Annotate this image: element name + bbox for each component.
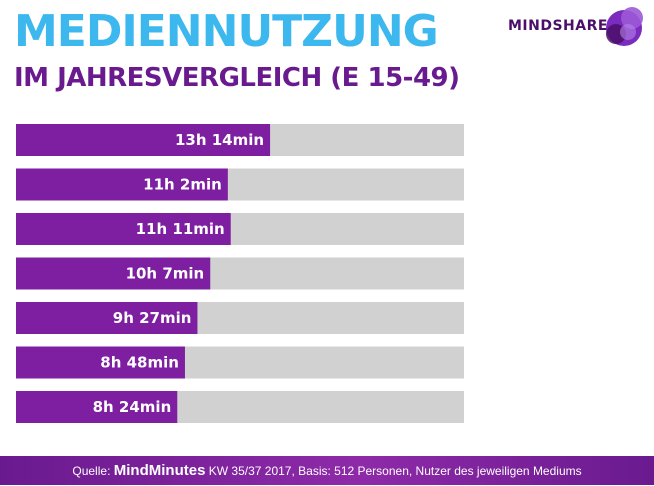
bar-data-label: 11h 11min	[136, 220, 225, 238]
bar	[16, 346, 185, 379]
bar-chart: 13h 14min 11h 2min 11h 11min 10h 7min 9h 27m…	[16, 124, 464, 423]
page-title: MEDIENNUTZUNG	[14, 6, 439, 57]
bar-data-label: 13h 14min	[175, 131, 264, 149]
bar	[16, 302, 198, 334]
bar-data-label: 8h 48min	[100, 354, 179, 372]
bar	[16, 257, 211, 290]
page-subtitle: IM JAHRESVERGLEICH (E 15-49)	[14, 63, 460, 93]
source-footer: Quelle: MindMinutes KW 35/37 2017, Basis…	[0, 456, 654, 485]
logo-mark-icon	[606, 7, 643, 46]
logo-text: MINDSHARE	[508, 18, 608, 34]
bar-data-label: 8h 24min	[93, 398, 172, 416]
bar	[16, 213, 231, 245]
bar-data-label: 11h 2min	[143, 176, 222, 194]
bar-data-label: 10h 7min	[126, 265, 205, 283]
source-brand: MindMinutes	[113, 462, 206, 479]
bar	[16, 168, 228, 201]
bar	[16, 391, 178, 423]
bar	[16, 124, 271, 156]
bar-data-label: 9h 27min	[113, 309, 192, 327]
source-prefix: Quelle:	[72, 464, 111, 478]
source-details: KW 35/37 2017, Basis: 512 Personen, Nutz…	[208, 464, 582, 478]
mindshare-logo: MINDSHARE	[508, 4, 648, 50]
